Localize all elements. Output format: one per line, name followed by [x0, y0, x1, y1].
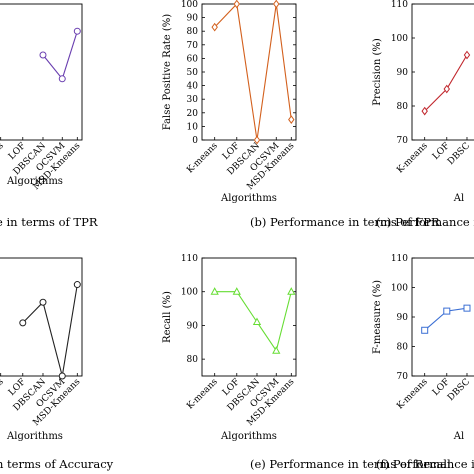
x-tick-label: DBSC [446, 377, 472, 403]
x-axis-label: Algorithms [6, 176, 63, 187]
x-tick-label: K-means [185, 141, 220, 176]
x-tick-label: K-means [185, 377, 220, 412]
y-tick-label: 40 [187, 82, 199, 92]
data-point [421, 326, 429, 334]
series-line [22, 284, 78, 377]
data-point [443, 84, 451, 94]
y-axis-label: False Positive Rate (%) [162, 14, 173, 131]
y-tick-label: 60 [187, 54, 199, 64]
data-point [253, 135, 261, 145]
data-point [211, 22, 218, 32]
y-tick-label: 80 [397, 102, 409, 112]
plot-frame [201, 257, 297, 377]
y-tick-label: 100 [391, 284, 408, 294]
data-point [232, 287, 241, 295]
y-tick-label: 80 [187, 355, 199, 365]
y-tick-label: 90 [397, 313, 409, 323]
y-tick-label: 100 [391, 34, 408, 44]
data-point [58, 75, 66, 83]
data-point [233, 0, 241, 9]
y-tick-label: 30 [187, 95, 199, 105]
x-axis-label: Algorithms [6, 431, 63, 442]
y-tick-label: 10 [187, 122, 199, 132]
y-tick-label: 70 [187, 41, 199, 51]
x-tick-label: K-means [395, 141, 430, 176]
series-line [214, 2, 292, 141]
y-tick-label: 100 [181, 0, 198, 10]
plot-frame [411, 3, 474, 141]
y-tick-label: 50 [187, 68, 199, 78]
x-axis-label: Al [453, 431, 464, 442]
x-axis-label: Algorithms [220, 431, 277, 442]
data-point [463, 50, 471, 60]
y-tick-label: 70 [397, 136, 409, 146]
data-point [73, 27, 81, 35]
y-tick-label: 80 [397, 343, 409, 353]
x-tick-label: K-means [0, 141, 6, 176]
plot-frame [411, 257, 474, 377]
y-tick-label: 90 [397, 68, 409, 78]
x-tick-label: K-means [395, 377, 430, 412]
panel-caption: (e) Performance in terms of Recall [250, 457, 451, 471]
y-tick-label: 110 [391, 0, 408, 10]
data-point [288, 115, 295, 124]
data-point [272, 346, 281, 354]
chart-panel-1: K-means LOFDBSCANOCSVMMSD-KmeansAlgorithm… [0, 3, 98, 229]
data-point [210, 287, 219, 295]
plot-frame [0, 3, 83, 141]
y-axis-label: Recall (%) [162, 291, 173, 343]
data-point [273, 0, 280, 9]
panel-caption: (c) Performance in [376, 215, 474, 229]
data-point [463, 304, 471, 312]
chart-panel-4: K-means LOFDBSCANOCSVMMSD-KmeansAlgorithm… [0, 257, 114, 471]
y-tick-label: 0 [192, 136, 198, 146]
y-tick-label: 20 [187, 109, 199, 119]
data-point [39, 51, 47, 59]
y-axis-label: F-measure (%) [372, 280, 383, 354]
data-point [39, 298, 47, 306]
series-line [214, 291, 292, 353]
data-point [73, 281, 81, 289]
data-point [443, 307, 451, 315]
plot-frame [201, 3, 297, 141]
data-point [252, 317, 262, 326]
series-line [42, 31, 78, 80]
y-tick-label: 110 [181, 254, 198, 264]
y-tick-label: 110 [391, 254, 408, 264]
y-tick-label: 70 [397, 372, 409, 382]
x-tick-label: DBSC [446, 141, 472, 167]
y-tick-label: 90 [187, 14, 199, 24]
y-axis-label: Precision (%) [372, 38, 383, 106]
plot-frame [0, 257, 83, 377]
panel-caption: (f) Performance in t [376, 457, 474, 471]
panel-caption: n terms of Accuracy [0, 457, 114, 471]
data-point [58, 372, 66, 380]
y-tick-label: 80 [187, 27, 199, 37]
x-axis-label: Algorithms [220, 193, 277, 204]
panel-caption: e in terms of TPR [0, 215, 98, 229]
y-tick-label: 100 [181, 288, 198, 298]
data-point [19, 319, 27, 327]
data-point [421, 106, 428, 116]
x-axis-label: Al [453, 193, 464, 204]
y-tick-label: 90 [187, 321, 199, 331]
series-line [424, 54, 468, 112]
x-tick-label: K-means [0, 377, 6, 412]
panel-caption: (b) Performance in terms of FPR [250, 215, 440, 229]
data-point [287, 287, 296, 295]
